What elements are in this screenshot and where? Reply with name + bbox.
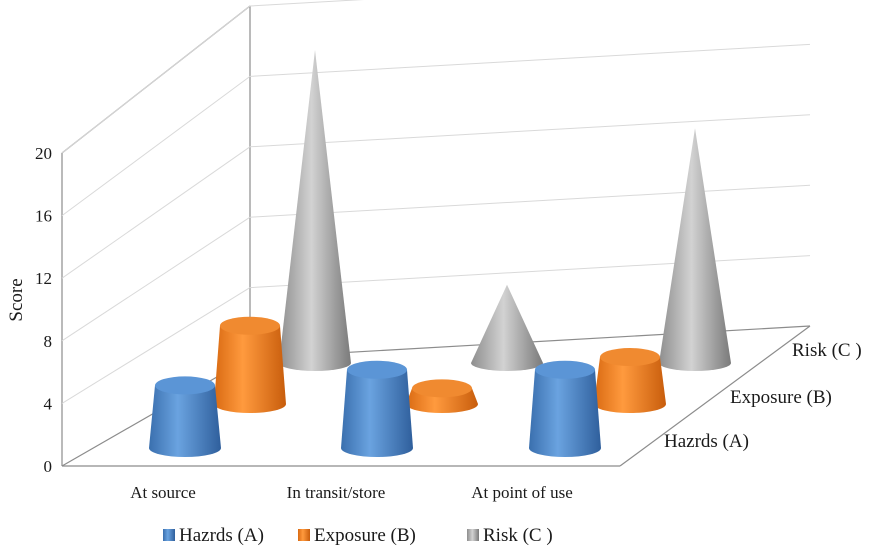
- y-tick-label: 0: [44, 457, 53, 476]
- depth-series-label: Risk (C ): [792, 340, 862, 361]
- y-tick-label: 8: [44, 332, 53, 351]
- grid-line-left: [61, 216, 251, 342]
- cylinder-body: [214, 325, 286, 413]
- data-marks: [149, 50, 731, 457]
- cylinder-body: [149, 385, 221, 457]
- grid-line-left: [61, 75, 251, 217]
- y-axis-label: Score: [6, 278, 27, 321]
- grid-line-back: [249, 255, 811, 289]
- bar-cylinder: [529, 360, 601, 457]
- grid-lines: [61, 0, 811, 404]
- category-label: At source: [130, 483, 196, 502]
- bar-cone: [279, 50, 351, 371]
- legend-swatch: [467, 529, 479, 541]
- cylinder-body: [529, 369, 601, 457]
- bar-cylinder: [149, 376, 221, 457]
- y-tick-label: 16: [35, 207, 52, 226]
- legend-label: Exposure (B): [314, 525, 416, 546]
- bar-cone: [659, 128, 731, 371]
- depth-series-label: Exposure (B): [730, 387, 832, 408]
- cone-body: [471, 284, 543, 371]
- bar-cylinder: [594, 348, 666, 413]
- y-axis-ticks: 0 4 8 12 16 20: [35, 144, 53, 476]
- grid-line-left: [61, 287, 251, 404]
- legend-label: Risk (C ): [483, 525, 553, 546]
- depth-series-label: Hazrds (A): [664, 431, 749, 452]
- category-label: At point of use: [471, 483, 573, 502]
- frame-floor-right: [619, 325, 811, 467]
- cylinder-top: [412, 379, 472, 398]
- grid-line-back: [249, 114, 811, 148]
- y-tick-label: 4: [44, 394, 53, 413]
- category-label: In transit/store: [287, 483, 386, 502]
- grid-line-left: [61, 5, 251, 154]
- cylinder-top: [600, 348, 660, 367]
- grid-line-left: [61, 146, 251, 279]
- bar-cylinder: [214, 316, 286, 413]
- legend: Hazrds (A) Exposure (B) Risk (C ): [163, 525, 553, 546]
- bar-cylinder: [341, 360, 413, 457]
- legend-swatch: [163, 529, 175, 541]
- bar-cylinder: [406, 379, 478, 413]
- cylinder-body: [594, 357, 666, 413]
- cylinder-top: [220, 316, 280, 335]
- legend-swatch: [298, 529, 310, 541]
- grid-line-back: [249, 184, 811, 218]
- legend-label: Hazrds (A): [179, 525, 264, 546]
- cylinder-top: [535, 360, 595, 379]
- y-tick-label: 20: [35, 144, 52, 163]
- cone-body: [659, 128, 731, 371]
- cylinder-top: [347, 360, 407, 379]
- category-labels: At source In transit/store At point of use: [130, 483, 573, 502]
- bar-cone: [471, 284, 543, 371]
- grid-line-back: [249, 43, 811, 77]
- depth-series-labels: Hazrds (A) Exposure (B) Risk (C ): [664, 340, 862, 452]
- cone-body: [279, 50, 351, 371]
- cylinder-top: [155, 376, 215, 395]
- y-tick-label: 12: [35, 269, 52, 288]
- cylinder-body: [341, 369, 413, 457]
- grid-line-back: [249, 0, 364, 7]
